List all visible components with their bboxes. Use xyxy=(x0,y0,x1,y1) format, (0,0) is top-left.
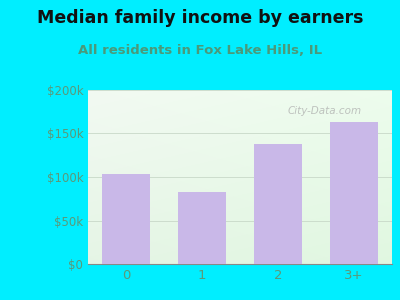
Text: City-Data.com: City-Data.com xyxy=(288,106,362,116)
Bar xyxy=(178,192,226,264)
Text: All residents in Fox Lake Hills, IL: All residents in Fox Lake Hills, IL xyxy=(78,44,322,56)
Bar xyxy=(254,144,302,264)
Bar xyxy=(330,122,378,264)
Bar xyxy=(102,174,150,264)
Text: Median family income by earners: Median family income by earners xyxy=(37,9,363,27)
